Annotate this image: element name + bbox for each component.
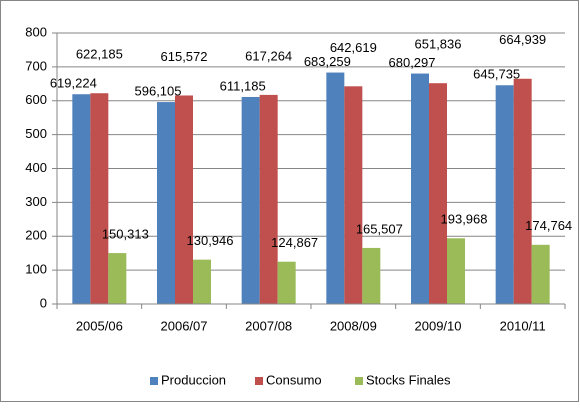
x-tick-label: 2008/09 bbox=[330, 318, 377, 333]
bar bbox=[495, 85, 514, 305]
value-label: 130,946 bbox=[187, 233, 234, 248]
value-label: 596,105 bbox=[135, 84, 182, 99]
legend-swatch bbox=[255, 377, 263, 385]
value-label: 683,259 bbox=[304, 54, 351, 69]
y-tick-label: 200 bbox=[25, 228, 47, 243]
value-label: 150,313 bbox=[102, 227, 149, 242]
legend-label: Consumo bbox=[266, 372, 322, 387]
bar bbox=[326, 72, 345, 304]
bar bbox=[277, 261, 296, 304]
bar bbox=[362, 247, 381, 304]
bar bbox=[157, 102, 175, 304]
value-label: 165,507 bbox=[356, 221, 403, 236]
y-tick-label: 100 bbox=[25, 262, 47, 277]
bar bbox=[447, 238, 465, 304]
bar bbox=[72, 94, 91, 304]
legend-swatch bbox=[150, 377, 158, 385]
value-label: 651,836 bbox=[415, 37, 462, 52]
value-label: 617,264 bbox=[245, 48, 292, 63]
x-tick-label: 2009/10 bbox=[415, 318, 462, 333]
value-label: 642,619 bbox=[330, 40, 377, 55]
legend-swatch bbox=[355, 377, 363, 385]
x-tick-label: 2010/11 bbox=[500, 318, 546, 333]
value-label: 680,297 bbox=[389, 55, 436, 70]
value-label: 124,867 bbox=[271, 235, 318, 250]
bar bbox=[175, 95, 193, 305]
y-tick-label: 0 bbox=[40, 295, 47, 310]
y-tick-label: 400 bbox=[25, 160, 47, 175]
value-label: 645,735 bbox=[473, 67, 520, 82]
value-label: 611,185 bbox=[220, 78, 266, 93]
y-tick-label: 700 bbox=[25, 58, 47, 73]
bar bbox=[108, 253, 127, 304]
value-label: 622,185 bbox=[76, 47, 123, 62]
bar bbox=[344, 86, 363, 305]
value-label: 193,968 bbox=[441, 212, 488, 227]
x-tick-label: 2005/06 bbox=[76, 318, 123, 333]
value-label: 664,939 bbox=[499, 32, 546, 47]
value-label: 615,572 bbox=[161, 49, 208, 64]
bar bbox=[259, 94, 278, 304]
x-tick-label: 2006/07 bbox=[161, 318, 208, 333]
bar bbox=[241, 96, 260, 304]
bar bbox=[411, 73, 429, 304]
x-tick-label: 2007/08 bbox=[245, 318, 292, 333]
legend-label: Stocks Finales bbox=[366, 372, 451, 387]
value-label: 619,224 bbox=[50, 76, 97, 91]
bar bbox=[193, 259, 211, 304]
legend-label: Produccion bbox=[161, 372, 226, 387]
bar bbox=[429, 83, 447, 304]
y-tick-label: 800 bbox=[25, 24, 47, 39]
bar bbox=[531, 244, 550, 304]
bar bbox=[90, 93, 109, 304]
y-tick-label: 600 bbox=[25, 92, 47, 107]
y-tick-label: 500 bbox=[25, 126, 47, 141]
bar bbox=[513, 78, 532, 304]
y-tick-label: 300 bbox=[25, 194, 47, 209]
value-label: 174,764 bbox=[525, 218, 572, 233]
